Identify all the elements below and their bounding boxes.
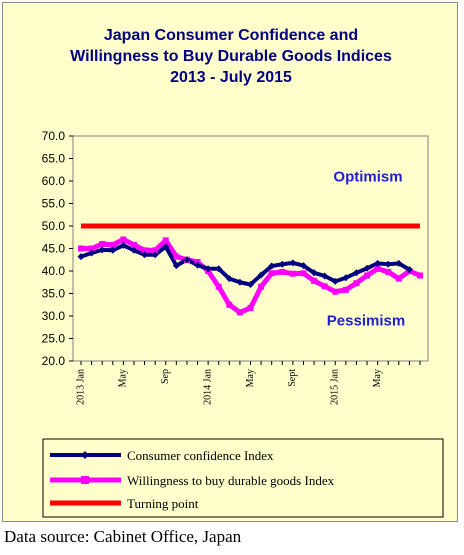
data-source-note: Data source: Cabinet Office, Japan: [4, 527, 242, 546]
willingness-point: [236, 309, 243, 316]
willingness-point: [78, 245, 84, 252]
willingness-point: [385, 268, 392, 275]
y-tick-label: 70.0: [42, 129, 66, 143]
willingness-point: [289, 270, 296, 277]
chart-frame: Japan Consumer Confidence and Willingnes…: [2, 2, 458, 522]
y-tick-label: 50.0: [42, 219, 66, 233]
confidence-point: [384, 260, 392, 268]
confidence-point: [215, 265, 223, 273]
confidence-point: [352, 269, 360, 277]
confidence-point: [88, 249, 96, 257]
x-axis: 2013 Jan May Sep 2014 Jan May Sept 2015 Jan May: [75, 361, 421, 405]
x-tick-label: May: [245, 369, 256, 387]
x-tick-label: Sep: [160, 369, 171, 384]
pessimism-label: Pessimism: [327, 313, 405, 330]
legend-turning-point-label: Turning point: [127, 496, 199, 511]
willingness-point: [395, 275, 402, 282]
confidence-point: [204, 265, 212, 273]
confidence-point: [236, 278, 244, 286]
willingness-point: [99, 241, 106, 247]
legend-confidence-label: Consumer confidence Index: [127, 448, 274, 463]
confidence-point: [310, 269, 318, 277]
willingness-point: [215, 283, 222, 290]
willingness-point: [332, 288, 339, 295]
confidence-point: [162, 243, 170, 251]
willingness-point: [130, 241, 137, 248]
confidence-point: [331, 277, 339, 285]
x-tick-label: 2014 Jan: [202, 369, 213, 405]
legend-willingness-marker: [81, 476, 89, 484]
willingness-point: [258, 283, 265, 290]
y-tick-label: 40.0: [42, 264, 66, 278]
legend: Consumer confidence Index Willingness to …: [42, 438, 444, 518]
series-layer: [77, 223, 423, 316]
willingness-point: [162, 237, 169, 244]
x-tick-label: 2013 Jan: [75, 369, 86, 405]
confidence-point: [109, 246, 117, 254]
y-axis: 70.0 65.0 60.0 55.0 50.0 45.0 40.0 35.0 30.0 25.0…: [42, 129, 73, 368]
willingness-point: [374, 265, 381, 272]
willingness-point: [88, 245, 95, 252]
confidence-point: [268, 262, 276, 270]
x-tick-label: May: [118, 369, 129, 387]
confidence-point: [374, 259, 382, 267]
confidence-point: [395, 259, 403, 267]
confidence-point: [363, 264, 371, 272]
willingness-point: [173, 253, 180, 260]
willingness-point: [109, 241, 116, 248]
x-tick-label: May: [372, 369, 383, 387]
willingness-point: [226, 301, 233, 308]
annotation-layer: Optimism Pessimism: [327, 169, 405, 330]
confidence-point: [119, 241, 127, 249]
x-tick-label: 2015 Jan: [330, 369, 341, 405]
chart-title: Japan Consumer Confidence and Willingnes…: [70, 27, 392, 86]
willingness-point: [417, 272, 423, 279]
y-tick-label: 25.0: [42, 332, 66, 346]
willingness-point: [268, 270, 275, 277]
confidence-point: [299, 262, 307, 270]
willingness-point: [247, 304, 254, 311]
willingness-point: [353, 280, 360, 287]
willingness-point: [364, 272, 371, 279]
confidence-point: [257, 271, 265, 279]
confidence-point: [172, 262, 180, 270]
willingness-point: [141, 247, 148, 254]
x-tick-label: Sept: [287, 369, 298, 387]
confidence-point: [98, 246, 106, 254]
confidence-point: [225, 275, 233, 283]
confidence-point: [151, 251, 159, 259]
chart-svg: 70.0 65.0 60.0 55.0 50.0 45.0 40.0 35.0 30.0 25.0…: [42, 129, 444, 518]
confidence-point: [278, 260, 286, 268]
y-tick-label: 35.0: [42, 287, 66, 301]
confidence-point: [141, 251, 149, 259]
confidence-point: [183, 256, 191, 264]
confidence-point: [130, 246, 138, 254]
willingness-point: [321, 283, 328, 290]
y-tick-label: 65.0: [42, 152, 66, 166]
confidence-point: [194, 261, 202, 269]
confidence-point: [405, 266, 413, 274]
confidence-point: [247, 281, 254, 288]
legend-confidence-marker: [81, 451, 89, 459]
confidence-point: [321, 272, 329, 280]
willingness-point: [279, 268, 286, 275]
willingness-point: [300, 270, 307, 277]
confidence-point: [289, 259, 297, 267]
legend-willingness-label: Willingness to buy durable goods Index: [127, 473, 335, 488]
y-tick-label: 45.0: [42, 242, 66, 256]
willingness-point: [152, 247, 159, 254]
willingness-point: [311, 277, 318, 284]
y-tick-label: 30.0: [42, 309, 66, 323]
y-tick-label: 60.0: [42, 174, 66, 188]
y-tick-label: 20.0: [42, 354, 66, 368]
confidence-point: [342, 274, 350, 282]
willingness-point: [120, 236, 127, 243]
confidence-point: [77, 253, 85, 261]
willingness-point: [342, 286, 349, 293]
y-tick-label: 55.0: [42, 197, 66, 211]
optimism-label: Optimism: [333, 169, 402, 186]
